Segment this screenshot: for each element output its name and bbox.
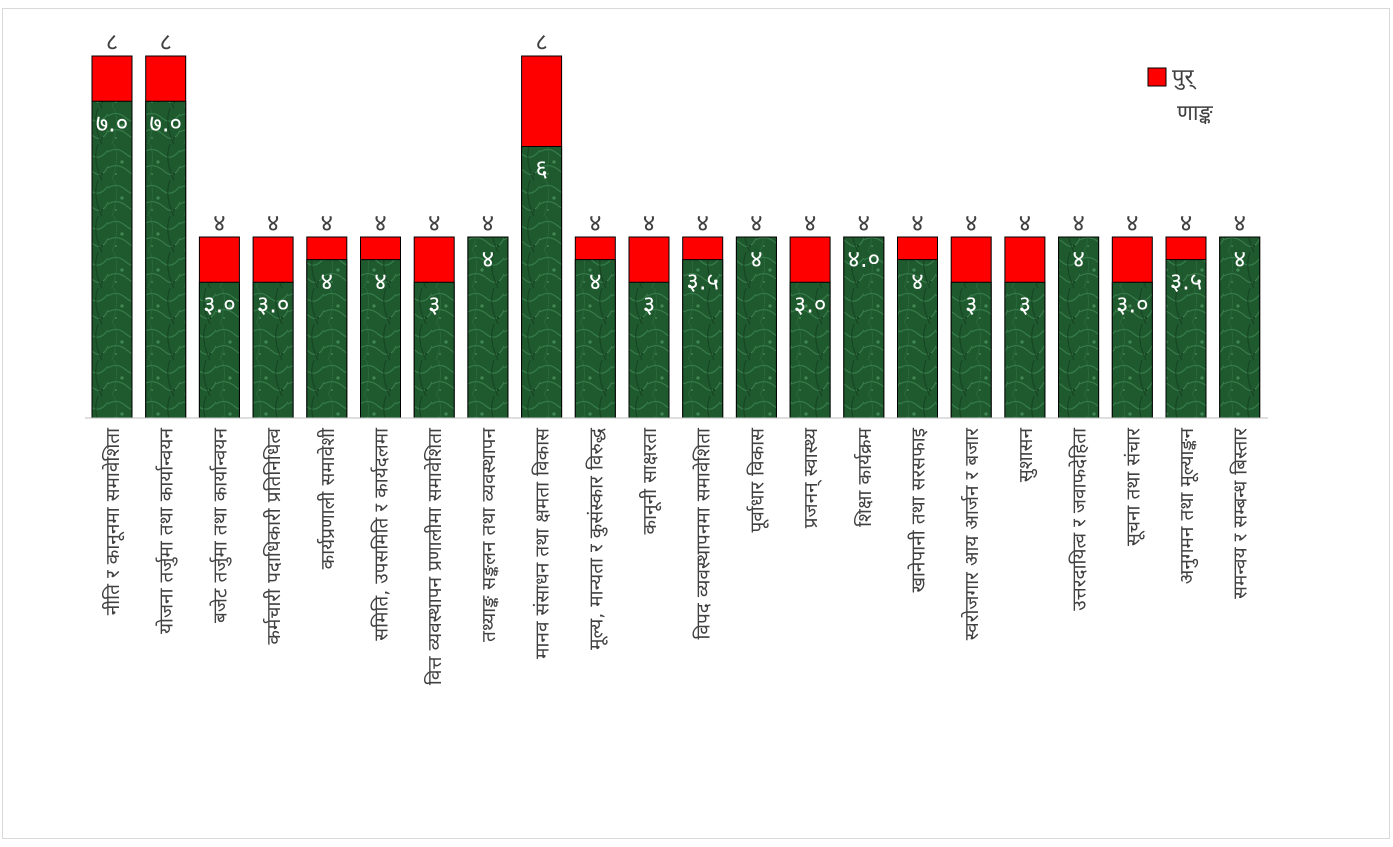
data-label-obtained-score-18: ४ <box>1072 245 1084 273</box>
data-label-full-score-21: ४ <box>1233 209 1245 237</box>
bar-obtained-score-5 <box>360 259 401 419</box>
category-label-21: समन्वय र सम्बन्ध बिस्तार <box>1229 427 1252 599</box>
data-label-full-score-1: ८ <box>159 28 171 56</box>
category-label-6: वित्त व्यवस्थापन प्रणालीमा समावेशिता <box>423 427 446 685</box>
legend: पुर् णाङ्क <box>1147 65 1214 126</box>
category-label-12: पूर्वाधार विकास <box>745 427 769 533</box>
data-label-obtained-score-3: ३.० <box>257 290 290 318</box>
data-label-obtained-score-16: ३ <box>965 290 977 318</box>
data-label-obtained-score-7: ४ <box>482 245 494 273</box>
bar-obtained-score-20 <box>1165 259 1207 419</box>
data-label-full-score-4: ४ <box>321 209 333 237</box>
bar-obtained-score-13 <box>789 281 831 419</box>
data-label-obtained-score-9: ४ <box>589 268 601 296</box>
data-label-full-score-14: ४ <box>858 209 870 237</box>
category-label-18: उत्तरदायित्व र जवाफदेहिता <box>1068 427 1091 611</box>
bar-obtained-score-7 <box>467 236 509 419</box>
category-label-9: मूल्य, मान्यता र कुसंस्कार विरुद्ध <box>584 427 608 650</box>
category-label-16: स्वरोजगार आय आर्जन र बजार <box>960 427 983 640</box>
data-label-full-score-17: ४ <box>1019 209 1031 237</box>
category-label-8: मानव संसाधन तथा क्षमता विकास <box>531 427 554 659</box>
data-label-obtained-score-17: ३ <box>1019 290 1031 318</box>
data-label-obtained-score-8: ६ <box>535 155 547 183</box>
bar-obtained-score-9 <box>574 259 616 419</box>
category-label-13: प्रजनन् स्वास्थ्य <box>800 427 822 528</box>
data-label-obtained-score-12: ४ <box>750 245 762 273</box>
bar-obtained-score-14 <box>843 236 885 419</box>
bar-obtained-score-10 <box>628 281 670 419</box>
category-label-5: समिति, उपसमिति र कार्यदलमा <box>370 427 393 641</box>
data-label-full-score-13: ४ <box>804 209 816 237</box>
data-label-obtained-score-0: ७.० <box>96 109 129 137</box>
category-label-15: खानेपानी तथा सरसफाइ <box>907 427 930 592</box>
bar-obtained-score-1 <box>145 100 187 419</box>
data-label-obtained-score-15: ४ <box>911 268 923 296</box>
category-label-1: योजना तर्जुमा तथा कार्यान्वयन <box>155 428 179 634</box>
bar-obtained-score-0 <box>91 100 133 419</box>
bar-obtained-score-15 <box>897 259 938 419</box>
data-label-full-score-16: ४ <box>965 209 977 237</box>
data-label-full-score-5: ४ <box>374 209 386 237</box>
data-label-full-score-2: ४ <box>213 209 225 237</box>
data-label-full-score-12: ४ <box>750 209 762 237</box>
data-label-full-score-6: ४ <box>428 209 440 237</box>
data-label-obtained-score-11: ३.५ <box>686 268 719 296</box>
data-label-full-score-7: ४ <box>482 209 494 237</box>
data-label-obtained-score-5: ४ <box>374 268 386 296</box>
category-label-3: कर्मचारी पदाधिकारी प्रतिनिधित्व <box>262 428 285 645</box>
category-label-2: बजेट तर्जुमा तथा कार्यान्वयन <box>208 428 232 623</box>
data-label-full-score-15: ४ <box>911 209 923 237</box>
data-label-full-score-3: ४ <box>267 209 279 237</box>
data-label-full-score-11: ४ <box>696 209 708 237</box>
category-label-20: अनुगमन तथा मूल्याङ्कन <box>1176 428 1199 585</box>
category-label-19: सूचना तथा संचार <box>1122 427 1145 546</box>
legend-swatch-full-score <box>1147 67 1167 87</box>
bar-obtained-score-8 <box>521 146 563 419</box>
category-label-14: शिक्षा कार्यक्रम <box>853 427 876 527</box>
bar-obtained-score-18 <box>1058 236 1100 419</box>
data-label-obtained-score-20: ३.५ <box>1170 268 1203 296</box>
data-label-obtained-score-13: ३.० <box>794 290 827 318</box>
category-label-11: विपद व्यवस्थापनमा समावेशिता <box>692 427 715 640</box>
bar-obtained-score-12 <box>735 236 777 419</box>
category-label-4: कार्यप्रणाली समावेशी <box>316 427 339 569</box>
data-label-full-score-0: ८ <box>106 28 118 56</box>
bar-obtained-score-11 <box>682 259 724 419</box>
bar-obtained-score-21 <box>1219 236 1261 419</box>
data-label-obtained-score-4: ४ <box>321 268 333 296</box>
data-label-full-score-10: ४ <box>643 209 655 237</box>
data-label-full-score-8: ८ <box>535 28 547 56</box>
data-label-full-score-19: ४ <box>1126 209 1138 237</box>
data-label-obtained-score-6: ३ <box>428 290 440 318</box>
data-label-obtained-score-21: ४ <box>1233 245 1245 273</box>
data-label-obtained-score-14: ४.० <box>848 245 881 273</box>
data-label-obtained-score-19: ३.० <box>1116 290 1149 318</box>
category-label-7: तथ्याङ्क सङ्कलन तथा व्यवस्थापन <box>478 428 500 642</box>
data-label-full-score-9: ४ <box>589 209 601 237</box>
legend-label-full-score: पुर् णाङ्क <box>1172 65 1214 126</box>
data-label-full-score-20: ४ <box>1180 209 1192 237</box>
chart-frame <box>2 8 1390 839</box>
category-label-0: नीति र कानूनमा समावेशिता <box>101 427 125 615</box>
data-label-obtained-score-10: ३ <box>643 290 655 318</box>
data-label-obtained-score-1: ७.० <box>149 109 182 137</box>
data-label-obtained-score-2: ३.० <box>203 290 236 318</box>
category-label-17: सुशासन <box>1015 428 1038 483</box>
data-label-full-score-18: ४ <box>1072 209 1084 237</box>
category-label-10: कानूनी साक्षरता <box>638 427 662 535</box>
